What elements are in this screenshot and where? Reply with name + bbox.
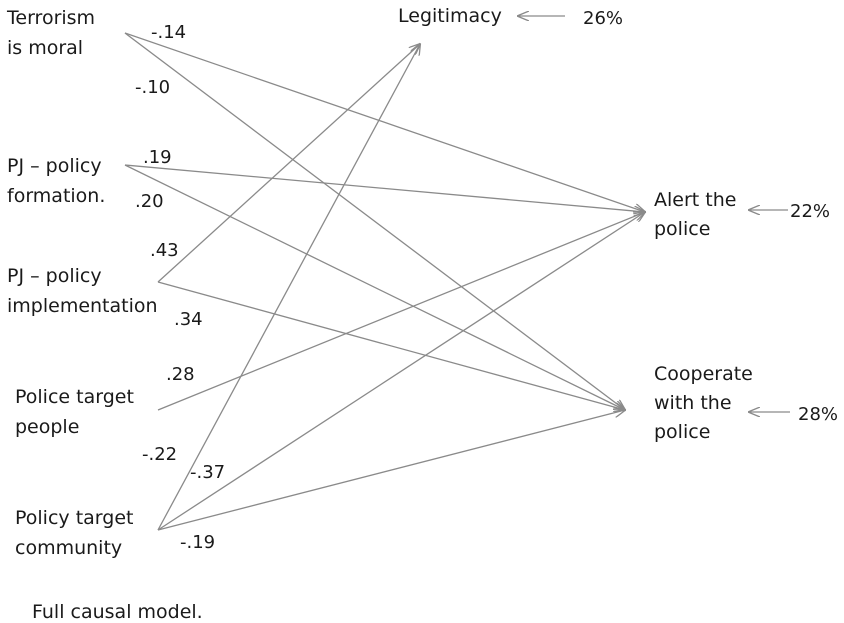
edge-policytarget-legitimacy xyxy=(157,44,420,531)
edge-pjform-alert xyxy=(124,164,645,212)
edge-policytarget-alert xyxy=(157,212,645,531)
coef-pjform-alert: .19 xyxy=(143,147,172,168)
coef-terrorism-cooperate: -.10 xyxy=(135,77,170,98)
edge-pjimpl-legitimacy xyxy=(157,44,420,283)
coef-pjimpl-legitimacy: .43 xyxy=(150,240,179,261)
variance-legitimacy: 26% xyxy=(583,8,623,29)
edge-pjform-cooperate xyxy=(124,164,625,410)
variance-alert: 22% xyxy=(790,201,830,222)
node-policy-target-community: Policy target community xyxy=(15,507,140,559)
edge-policytarget-cooperate xyxy=(157,410,625,531)
node-pj-policy-implementation: PJ – policy implementation xyxy=(7,265,158,317)
variance-cooperate: 28% xyxy=(798,404,838,425)
edge-policetarget-alert xyxy=(157,212,645,411)
edge-pjimpl-cooperate xyxy=(157,281,625,410)
path-edges xyxy=(124,32,645,531)
coef-policytarget-alert: -.37 xyxy=(190,462,225,483)
node-terrorism-moral: Terrorism is moral xyxy=(6,7,101,59)
node-alert-police: Alert the police xyxy=(654,189,743,240)
coef-pjimpl-cooperate: .34 xyxy=(174,309,203,330)
coef-terrorism-alert: -.14 xyxy=(151,22,186,43)
node-legitimacy: Legitimacy xyxy=(398,5,502,27)
coef-policytarget-legitimacy: -.22 xyxy=(142,444,177,465)
figure-caption: Full causal model. xyxy=(32,601,203,623)
coef-pjform-cooperate: .20 xyxy=(135,191,164,212)
node-cooperate-police: Cooperate with the police xyxy=(654,363,759,443)
coef-policetarget-alert: .28 xyxy=(166,364,195,385)
coef-policytarget-cooperate: -.19 xyxy=(180,532,215,553)
variance-arrows xyxy=(518,16,790,412)
node-police-target-people: Police target people xyxy=(15,386,140,438)
node-pj-policy-formation: PJ – policy formation. xyxy=(7,155,108,207)
edge-terrorism-alert xyxy=(124,32,645,212)
edge-terrorism-cooperate xyxy=(124,32,625,410)
